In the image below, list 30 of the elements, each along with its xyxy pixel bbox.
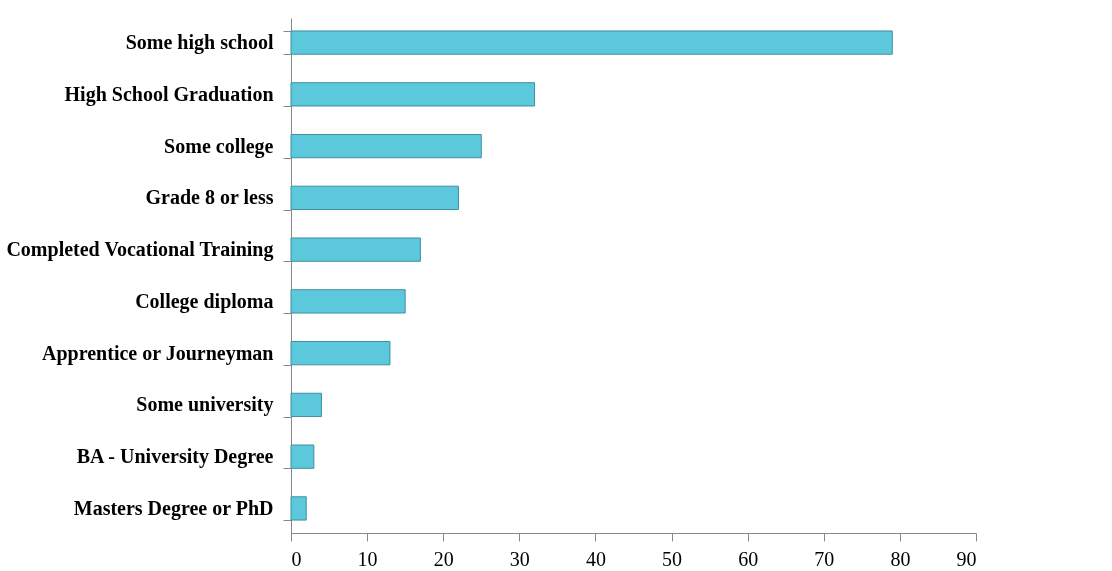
y-tick-label: College diploma [135,289,274,313]
bar [290,185,459,211]
x-tick-label: 30 [509,547,530,570]
x-tick-label: 70 [814,547,835,570]
y-tick-label: Apprentice or Journeyman [42,341,274,365]
x-tick-label: 50 [662,547,683,570]
y-tick-label: Grade 8 or less [145,186,274,209]
bar [290,289,406,314]
y-tick-label: BA - University Degree [76,445,274,469]
x-tick-label: 0 [291,547,302,570]
x-tick-label: 90 [956,547,977,570]
bar [290,82,536,107]
y-tick-label: Some university [136,393,274,417]
y-tick-label: Completed Vocational Training [6,238,274,262]
x-tick-label: 60 [738,547,759,570]
bar [290,496,307,521]
x-tick-label: 80 [890,547,911,570]
x-tick-label: 10 [357,547,378,570]
bar [290,392,322,418]
y-tick-label: High School Graduation [64,82,274,106]
bar [290,340,391,366]
bar [290,30,893,55]
y-tick-label: Some high school [125,31,274,55]
y-tick-label: Some college [164,134,274,158]
x-tick-label: 20 [433,547,454,570]
y-tick-label: Masters Degree or PhD [73,496,274,520]
bar [290,444,315,469]
x-tick-label: 40 [585,547,606,570]
bar [290,237,421,262]
bar [290,133,482,159]
